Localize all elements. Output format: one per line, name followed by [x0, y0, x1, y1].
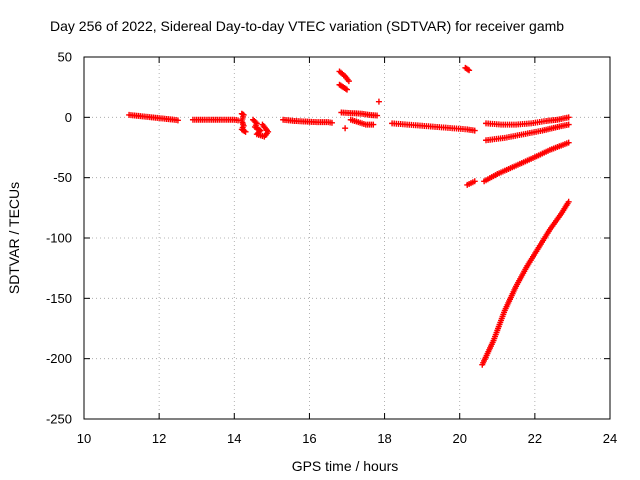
series-sat-c	[238, 110, 249, 135]
x-tick-label: 16	[302, 431, 316, 446]
data-point	[565, 198, 572, 205]
data-point	[464, 66, 471, 73]
series-sat-l	[389, 120, 478, 134]
x-tick-label: 14	[227, 431, 241, 446]
y-tick-label: -200	[46, 351, 72, 366]
data-point	[375, 98, 382, 105]
data-point	[471, 127, 478, 134]
data-point	[565, 114, 572, 121]
x-axis-label: GPS time / hours	[292, 458, 399, 474]
data-point	[328, 119, 335, 126]
series-sat-a	[126, 111, 181, 124]
data-point	[565, 121, 572, 128]
data-point	[259, 121, 266, 128]
data-series	[126, 64, 572, 368]
series-sat-r	[479, 198, 572, 368]
x-tick-label: 20	[452, 431, 466, 446]
series-sat-b	[189, 116, 242, 124]
data-point	[471, 178, 478, 185]
x-tick-label: 24	[603, 431, 617, 446]
data-point	[345, 78, 352, 85]
series-sat-e	[280, 116, 335, 126]
data-point	[241, 128, 248, 135]
y-tick-label: 50	[58, 50, 72, 65]
series-sat-k	[375, 98, 382, 105]
series-sat-d	[250, 116, 272, 140]
data-point	[374, 112, 381, 119]
y-tick-label: -150	[46, 291, 72, 306]
data-point	[370, 121, 377, 128]
chart-title: Day 256 of 2022, Sidereal Day-to-day VTE…	[50, 18, 564, 34]
series-sat-h	[338, 109, 381, 119]
y-tick-label: -100	[46, 231, 72, 246]
series-sat-g	[336, 81, 350, 93]
data-point	[242, 128, 249, 135]
y-tick-label: -50	[53, 170, 72, 185]
x-tick-label: 18	[377, 431, 391, 446]
series-sat-p	[464, 178, 478, 188]
x-tick-label: 12	[152, 431, 166, 446]
y-tick-label: -250	[46, 412, 72, 427]
series-sat-f	[336, 68, 352, 85]
data-point	[565, 139, 572, 146]
x-tick-label: 10	[77, 431, 91, 446]
series-sat-o	[483, 121, 572, 144]
series-sat-m	[462, 64, 473, 74]
series-sat-i	[342, 125, 349, 132]
ticks: 10 12 14 16 18 20 22 24 50 0 -50 -100 -150 -200 -250	[46, 50, 617, 447]
data-point	[342, 85, 349, 92]
data-point	[342, 125, 349, 132]
series-sat-n	[483, 114, 572, 128]
y-tick-label: 0	[65, 110, 72, 125]
y-axis-label: SDTVAR / TECUs	[6, 182, 22, 294]
data-point	[466, 67, 473, 74]
series-sat-q	[481, 139, 572, 185]
data-point	[344, 86, 350, 93]
plot-frame	[83, 56, 611, 420]
x-tick-label: 22	[528, 431, 542, 446]
data-point	[174, 117, 181, 124]
series-sat-j	[347, 116, 377, 128]
